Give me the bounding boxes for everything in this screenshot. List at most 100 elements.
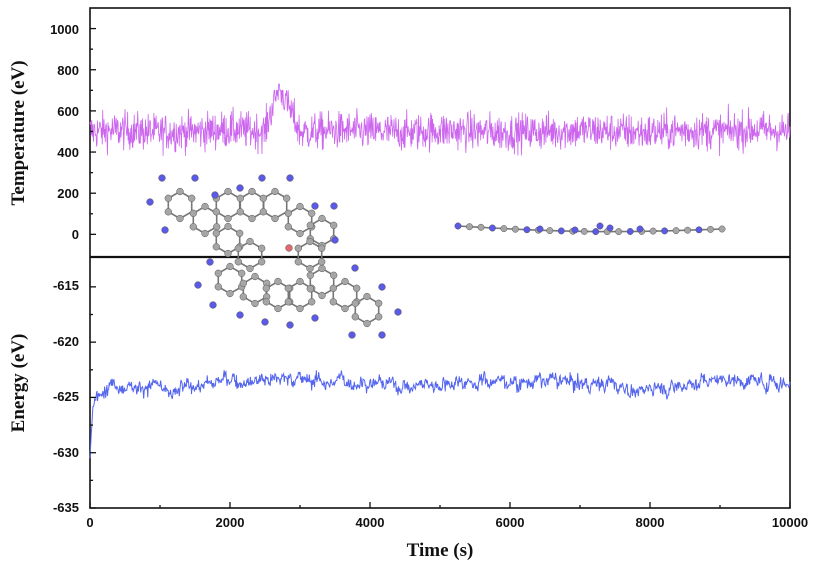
carbon-atom (246, 264, 254, 273)
oxygen-atom (285, 244, 293, 252)
nitrogen-atom (194, 281, 202, 289)
nitrogen-atom (348, 331, 356, 339)
carbon-atom (271, 214, 279, 223)
nitrogen-atom (261, 318, 269, 326)
molecule-side-view (454, 222, 726, 236)
carbon-atom (318, 291, 326, 300)
carbon-atom (329, 284, 337, 292)
carbon-atom (234, 244, 242, 252)
energy-series-line (89, 370, 791, 459)
carbon-atom (224, 187, 232, 196)
carbon-atom (246, 237, 254, 246)
nitrogen-atom (596, 222, 604, 230)
carbon-atom (306, 271, 314, 279)
carbon-atom (477, 223, 485, 231)
carbon-atom (351, 299, 359, 307)
carbon-atom (308, 209, 316, 217)
carbon-atom (164, 208, 172, 216)
nitrogen-atom (311, 202, 319, 210)
energy-y-tick-label: -625 (53, 389, 79, 404)
carbon-atom (580, 227, 588, 235)
nitrogen-atom (209, 301, 217, 309)
carbon-atom (318, 258, 326, 266)
nitrogen-atom (206, 258, 214, 266)
temperature-axis-title: Temperature (eV) (8, 60, 29, 205)
nitrogen-atom (523, 226, 531, 234)
carbon-atom (283, 194, 291, 202)
x-axis-title: Time (s) (407, 540, 474, 561)
x-tick-label: 2000 (216, 515, 245, 530)
carbon-atom (274, 277, 282, 286)
nitrogen-atom (394, 308, 402, 316)
carbon-atom (259, 194, 267, 202)
carbon-atom (251, 299, 259, 308)
temperature-y-tick-label: 800 (57, 63, 79, 78)
carbon-atom (214, 269, 222, 277)
carbon-atom (213, 223, 221, 231)
carbon-atom (375, 313, 383, 321)
carbon-atom (329, 298, 337, 306)
carbon-atom (351, 313, 359, 321)
carbon-atom (212, 229, 220, 237)
carbon-atom (353, 284, 361, 292)
carbon-atom (672, 227, 680, 235)
carbon-atom (274, 304, 282, 313)
carbon-atom (212, 208, 220, 216)
carbon-atom (306, 221, 314, 229)
carbon-atom (189, 209, 197, 217)
nitrogen-atom (536, 225, 544, 233)
carbon-atom (330, 271, 338, 279)
carbon-atom (201, 202, 209, 211)
temperature-series-line (89, 83, 791, 156)
carbon-atom (306, 264, 314, 273)
carbon-atom (296, 277, 304, 286)
nitrogen-atom (378, 331, 386, 339)
carbon-atom (296, 229, 304, 238)
nitrogen-atom (331, 236, 339, 244)
nitrogen-atom (488, 224, 496, 232)
molecule-top-view (146, 174, 402, 339)
carbon-atom (239, 279, 247, 287)
carbon-atom (296, 202, 304, 211)
nitrogen-atom (236, 184, 244, 192)
nitrogen-atom (286, 321, 294, 329)
nitrogen-atom (330, 202, 338, 210)
carbon-atom (176, 187, 184, 196)
nitrogen-atom (378, 283, 386, 291)
nitrogen-atom (695, 226, 703, 234)
carbon-atom (375, 299, 383, 307)
nitrogen-atom (191, 174, 199, 182)
carbon-atom (236, 194, 244, 202)
nitrogen-atom (592, 228, 600, 236)
nitrogen-atom (236, 311, 244, 319)
carbon-atom (224, 249, 232, 258)
axis-ticks (89, 27, 791, 509)
carbon-atom (294, 244, 302, 252)
nitrogen-atom (311, 314, 319, 322)
carbon-atom (224, 222, 232, 231)
carbon-atom (318, 244, 326, 252)
carbon-atom (262, 298, 270, 306)
carbon-atom (248, 187, 256, 196)
carbon-atom (262, 284, 270, 292)
carbon-atom (318, 264, 326, 273)
carbon-atom (234, 258, 242, 266)
temperature-y-tick-label: 400 (57, 145, 79, 160)
carbon-atom (189, 223, 197, 231)
carbon-atom (546, 227, 554, 235)
energy-y-tick-label: -620 (53, 334, 79, 349)
nitrogen-atom (571, 226, 579, 234)
carbon-atom (500, 225, 508, 233)
carbon-atom (294, 258, 302, 266)
temperature-y-tick-label: 200 (57, 186, 79, 201)
carbon-atom (188, 194, 196, 202)
x-tick-label: 0 (86, 515, 93, 530)
nitrogen-atom (606, 224, 614, 232)
carbon-atom (224, 214, 232, 223)
carbon-atom (226, 262, 234, 271)
carbon-atom (511, 225, 519, 233)
nitrogen-atom (661, 227, 669, 235)
x-tick-label: 10000 (772, 515, 808, 530)
nitrogen-atom (146, 198, 154, 206)
